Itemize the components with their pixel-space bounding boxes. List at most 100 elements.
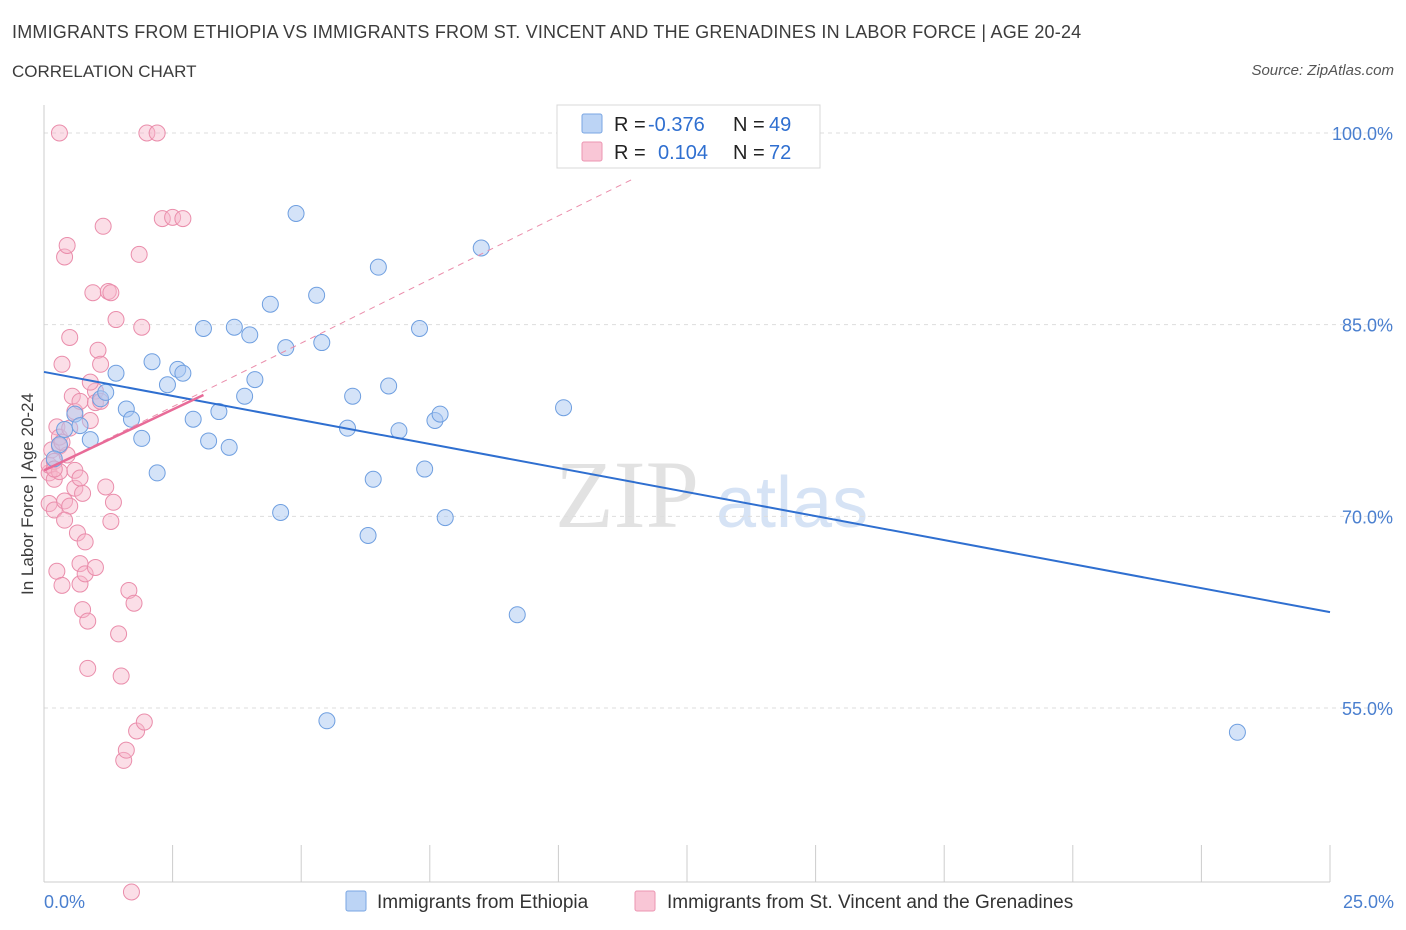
watermark-atlas: atlas (716, 463, 868, 543)
y-tick-label: 85.0% (1342, 316, 1393, 336)
data-point-blue (143, 353, 161, 371)
data-point-blue (261, 295, 279, 313)
data-point-blue (369, 258, 387, 276)
data-point-blue (277, 339, 295, 357)
data-point-pink (133, 318, 151, 336)
data-point-pink (102, 512, 120, 530)
trend-lines (43, 177, 1331, 614)
data-point-blue (287, 205, 305, 222)
data-point-pink (117, 741, 135, 759)
data-point-pink (56, 511, 74, 529)
data-point-pink (120, 581, 138, 599)
y-tick-label: 100.0% (1332, 124, 1393, 144)
data-point-pink (138, 124, 156, 142)
data-point-blue (194, 320, 212, 337)
chart-title: IMMIGRANTS FROM ETHIOPIA VS IMMIGRANTS F… (12, 22, 1082, 42)
legend-swatch-pink (581, 141, 603, 162)
y-tick-label: 55.0% (1342, 699, 1393, 719)
series-blue-points (45, 205, 1246, 741)
data-point-blue (200, 432, 218, 450)
correlation-legend: R = -0.376 N = 49 R = 0.104 N = 72 (556, 104, 821, 169)
trend-line-blue (43, 370, 1331, 614)
data-point-pink (94, 217, 112, 235)
data-point-blue (71, 417, 89, 435)
legend-r-value-pink: 0.104 (658, 142, 708, 164)
data-point-pink (53, 355, 71, 373)
data-point-pink (76, 565, 94, 583)
x-tick-label-min: 0.0% (44, 892, 85, 912)
legend-r-label-pink: R = (614, 142, 646, 164)
series-legend: Immigrants from Ethiopia Immigrants from… (345, 890, 1073, 913)
gridlines (44, 132, 1393, 709)
data-point-pink (174, 210, 192, 228)
data-point-pink (76, 533, 94, 551)
watermark-zip: ZIP (555, 441, 699, 548)
source-label: Source: ZipAtlas.com (1251, 62, 1394, 79)
data-point-blue (97, 383, 115, 401)
series-pink-points (40, 124, 192, 901)
data-point-blue (431, 405, 449, 423)
data-point-pink (102, 284, 120, 302)
bottom-legend-label-pink: Immigrants from St. Vincent and the Gren… (667, 892, 1073, 913)
chart-subtitle: CORRELATION CHART (12, 62, 197, 81)
data-point-blue (344, 387, 362, 405)
data-point-pink (125, 594, 143, 612)
data-point-blue (210, 403, 228, 421)
data-point-blue (158, 376, 176, 394)
data-point-blue (272, 504, 290, 521)
bottom-legend-label-blue: Immigrants from Ethiopia (377, 892, 589, 913)
data-point-pink (112, 667, 130, 685)
data-point-pink (115, 751, 133, 769)
data-point-pink (107, 311, 125, 329)
data-point-blue (436, 509, 454, 527)
data-point-blue (184, 410, 202, 428)
data-point-pink (61, 328, 79, 346)
data-point-blue (508, 606, 526, 624)
data-point-pink (84, 284, 102, 302)
legend-n-label-pink: N = (733, 142, 765, 164)
data-point-pink (58, 236, 76, 254)
x-tick-label-max: 25.0% (1343, 892, 1394, 912)
data-point-blue (241, 326, 259, 344)
data-point-pink (92, 355, 110, 373)
trend-line-pink (43, 393, 204, 472)
bottom-legend-swatch-blue (345, 890, 367, 912)
data-point-blue (416, 460, 434, 478)
data-point-pink (135, 713, 153, 731)
data-point-blue (555, 399, 573, 417)
data-point-blue (56, 420, 74, 438)
data-point-blue (107, 364, 125, 382)
data-point-blue (313, 334, 331, 352)
data-point-pink (104, 493, 122, 511)
data-point-blue (308, 286, 326, 304)
data-point-pink (79, 659, 97, 677)
data-point-pink (50, 124, 68, 142)
data-point-blue (318, 712, 336, 730)
data-point-pink (74, 484, 92, 502)
data-point-pink (71, 469, 89, 487)
data-point-blue (220, 438, 238, 456)
y-axis-label: In Labor Force | Age 20-24 (18, 393, 37, 595)
data-point-pink (130, 245, 148, 263)
legend-r-value-blue: -0.376 (648, 114, 705, 136)
y-tick-labels: 100.0% 85.0% 70.0% 55.0% (1332, 124, 1393, 719)
data-point-blue (1228, 723, 1246, 741)
data-point-pink (148, 124, 166, 142)
data-point-pink (56, 492, 74, 510)
data-point-blue (133, 429, 151, 447)
data-point-blue (411, 320, 429, 337)
data-point-blue (236, 387, 254, 405)
data-point-pink (71, 575, 89, 593)
data-point-blue (174, 364, 192, 382)
data-point-blue (472, 239, 490, 257)
data-point-pink (89, 341, 107, 359)
legend-r-label-blue: R = (614, 114, 646, 136)
data-point-blue (380, 377, 398, 395)
data-point-blue (359, 527, 377, 544)
data-point-pink (122, 883, 140, 901)
bottom-legend-swatch-pink (634, 890, 656, 912)
data-point-pink (79, 612, 97, 630)
legend-n-label-blue: N = (733, 114, 765, 136)
legend-n-value-blue: 49 (769, 114, 791, 136)
